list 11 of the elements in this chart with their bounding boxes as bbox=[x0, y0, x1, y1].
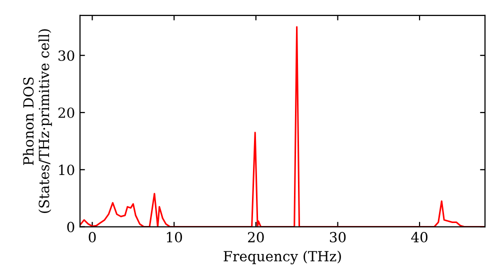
y-axis-title: Phonon DOS (States/THz·primitive cell) bbox=[22, 29, 52, 213]
x-tick-label: 0 bbox=[88, 232, 96, 242]
x-tick-label: 40 bbox=[411, 232, 428, 242]
x-tick-label: 30 bbox=[330, 232, 346, 242]
y-tick-label: 30 bbox=[58, 50, 74, 61]
y-tick-label: 20 bbox=[58, 108, 74, 118]
y-tick-label: 10 bbox=[59, 164, 74, 176]
x-tick-label: 20 bbox=[248, 232, 264, 242]
x-tick-label: 10 bbox=[166, 232, 182, 242]
x-axis-title: Frequency (THz) bbox=[224, 250, 341, 264]
y-tick-label: 0 bbox=[67, 222, 74, 232]
